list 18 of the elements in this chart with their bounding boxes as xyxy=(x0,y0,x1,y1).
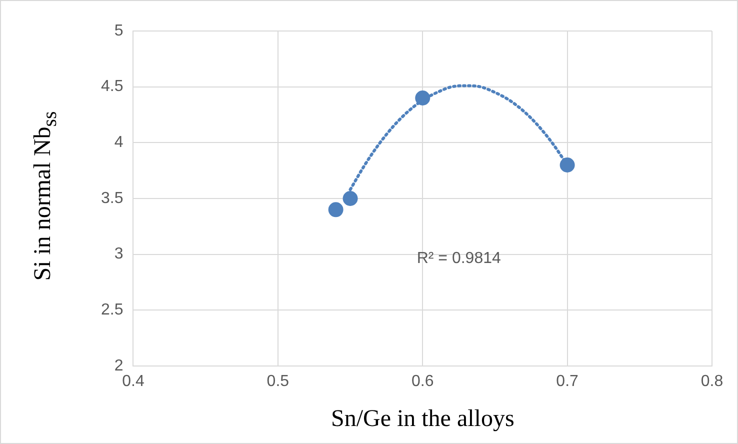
x-tick-label: 0.5 xyxy=(266,373,290,390)
x-tick-label: 0.4 xyxy=(122,373,144,390)
point xyxy=(328,202,344,218)
x-tick-label: 0.8 xyxy=(700,373,724,390)
y-tick-label: 4 xyxy=(114,134,124,152)
x-tick-label: 0.7 xyxy=(556,373,579,390)
y-tick-label: 3 xyxy=(114,246,124,263)
x-axis-title: Sn/Ge in the alloys xyxy=(330,406,514,432)
y-tick-label: 2 xyxy=(114,357,124,374)
y-tick-label: 2.5 xyxy=(100,302,124,319)
y-tick-label: 4.5 xyxy=(100,78,124,96)
annotation: R² = 0.9814 xyxy=(416,250,501,268)
point xyxy=(415,90,430,106)
x-tick-label: 0.6 xyxy=(411,373,434,390)
point xyxy=(560,158,575,172)
y-tick-label: 3.5 xyxy=(100,190,124,207)
y-tick-label: 5 xyxy=(114,22,124,40)
point xyxy=(342,191,358,206)
